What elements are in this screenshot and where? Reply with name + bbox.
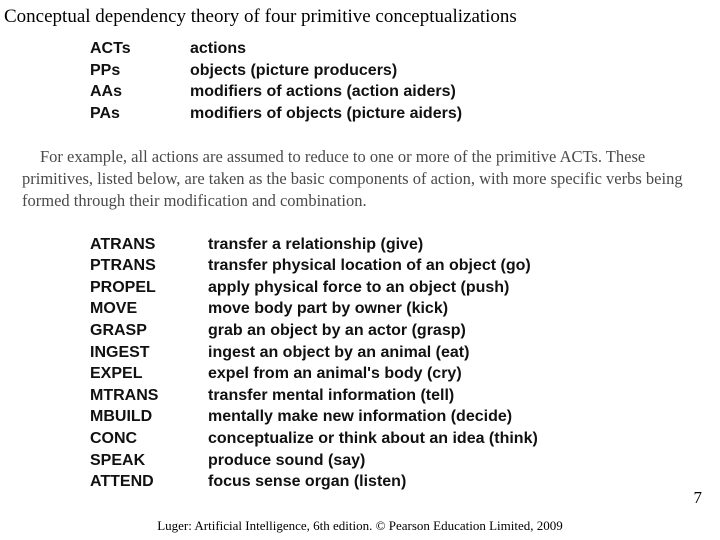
table-row: AAs modifiers of actions (action aiders) [90,81,720,103]
table-row: PROPEL apply physical force to an object… [90,277,720,299]
act-abbr: SPEAK [90,450,208,472]
act-abbr: ATRANS [90,234,208,256]
table-row: GRASP grab an object by an actor (grasp) [90,320,720,342]
primitive-desc: modifiers of actions (action aiders) [190,81,456,103]
act-abbr: EXPEL [90,363,208,385]
act-abbr: ATTEND [90,471,208,493]
act-abbr: PROPEL [90,277,208,299]
table-row: INGEST ingest an object by an animal (ea… [90,342,720,364]
act-abbr: CONC [90,428,208,450]
act-abbr: MOVE [90,298,208,320]
table-row: SPEAK produce sound (say) [90,450,720,472]
acts-table: ATRANS transfer a relationship (give) PT… [90,234,720,493]
act-desc: apply physical force to an object (push) [208,277,509,299]
table-row: MTRANS transfer mental information (tell… [90,385,720,407]
act-abbr: MBUILD [90,406,208,428]
table-row: PAs modifiers of objects (picture aiders… [90,103,720,125]
primitive-abbr: PPs [90,60,190,82]
act-desc: transfer physical location of an object … [208,255,531,277]
page-title: Conceptual dependency theory of four pri… [0,0,720,36]
act-desc: ingest an object by an animal (eat) [208,342,469,364]
table-row: MOVE move body part by owner (kick) [90,298,720,320]
act-desc: mentally make new information (decide) [208,406,512,428]
act-desc: conceptualize or think about an idea (th… [208,428,538,450]
act-abbr: PTRANS [90,255,208,277]
footer-citation: Luger: Artificial Intelligence, 6th edit… [0,518,720,534]
act-desc: transfer mental information (tell) [208,385,454,407]
act-desc: focus sense organ (listen) [208,471,406,493]
primitive-abbr: PAs [90,103,190,125]
primitive-desc: actions [190,38,246,60]
primitive-abbr: AAs [90,81,190,103]
act-abbr: MTRANS [90,385,208,407]
table-row: ATRANS transfer a relationship (give) [90,234,720,256]
table-row: PTRANS transfer physical location of an … [90,255,720,277]
act-abbr: INGEST [90,342,208,364]
act-desc: expel from an animal's body (cry) [208,363,462,385]
act-abbr: GRASP [90,320,208,342]
body-paragraph: For example, all actions are assumed to … [22,146,698,211]
table-row: MBUILD mentally make new information (de… [90,406,720,428]
table-row: CONC conceptualize or think about an ide… [90,428,720,450]
table-row: EXPEL expel from an animal's body (cry) [90,363,720,385]
act-desc: grab an object by an actor (grasp) [208,320,466,342]
act-desc: produce sound (say) [208,450,365,472]
primitive-desc: modifiers of objects (picture aiders) [190,103,462,125]
primitive-abbr: ACTs [90,38,190,60]
page-number: 7 [694,488,703,508]
table-row: ACTs actions [90,38,720,60]
table-row: PPs objects (picture producers) [90,60,720,82]
act-desc: transfer a relationship (give) [208,234,423,256]
act-desc: move body part by owner (kick) [208,298,448,320]
primitives-table: ACTs actions PPs objects (picture produc… [90,38,720,124]
table-row: ATTEND focus sense organ (listen) [90,471,720,493]
primitive-desc: objects (picture producers) [190,60,397,82]
